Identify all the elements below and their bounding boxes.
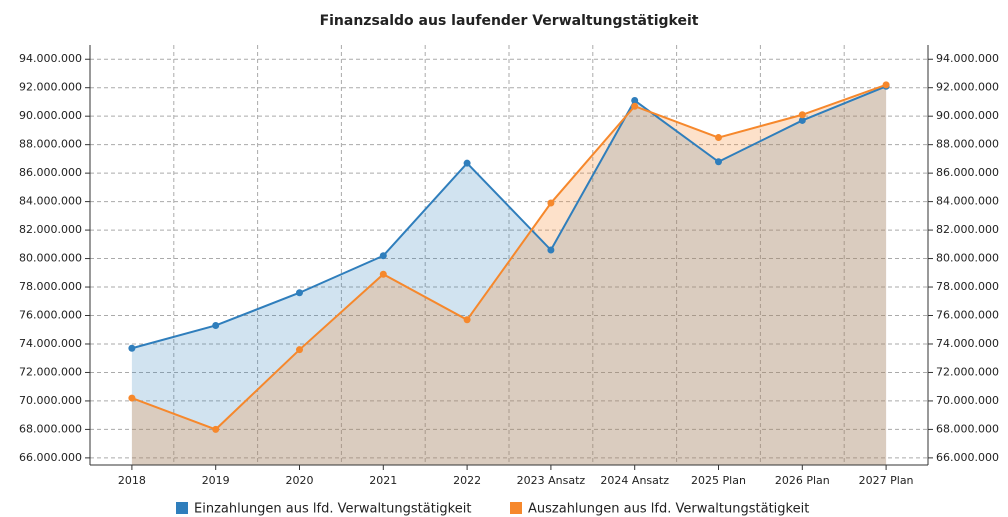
- y2-tick-label: 66.000.000: [936, 451, 999, 464]
- data-point: [798, 111, 806, 119]
- x-tick-label: 2026 Plan: [775, 474, 830, 487]
- data-point: [379, 252, 387, 260]
- data-point: [128, 344, 136, 352]
- data-point: [463, 159, 471, 167]
- series-area: [131, 84, 887, 465]
- data-point: [631, 102, 639, 110]
- data-point: [631, 97, 639, 105]
- x-tick-label: 2023 Ansatz: [517, 474, 586, 487]
- data-point: [463, 316, 471, 324]
- legend-label: Einzahlungen aus lfd. Verwaltungstätigke…: [194, 502, 471, 517]
- legend-label: Auszahlungen aus lfd. Verwaltungstätigke…: [528, 502, 809, 517]
- y-tick-label: 92.000.000: [19, 81, 82, 94]
- y2-tick-label: 80.000.000: [936, 252, 999, 265]
- y2-tick-label: 92.000.000: [936, 81, 999, 94]
- x-tick-label: 2025 Plan: [691, 474, 746, 487]
- data-point: [547, 199, 555, 207]
- data-point: [128, 394, 136, 402]
- x-tick-label: 2020: [286, 474, 314, 487]
- data-point: [882, 81, 890, 89]
- y2-tick-label: 70.000.000: [936, 394, 999, 407]
- data-point: [296, 346, 303, 354]
- y-tick-label: 78.000.000: [19, 280, 82, 293]
- y-tick-label: 80.000.000: [19, 252, 82, 265]
- y2-tick-label: 68.000.000: [936, 422, 999, 435]
- x-tick-label: 2024 Ansatz: [600, 474, 669, 487]
- data-point: [379, 270, 387, 278]
- y-tick-label: 68.000.000: [19, 422, 82, 435]
- y2-tick-label: 72.000.000: [936, 365, 999, 378]
- y-tick-label: 82.000.000: [19, 223, 82, 236]
- y2-tick-label: 94.000.000: [936, 52, 999, 65]
- y2-tick-label: 78.000.000: [936, 280, 999, 293]
- data-point: [547, 246, 555, 254]
- y-tick-label: 86.000.000: [19, 166, 82, 179]
- data-point: [715, 158, 722, 166]
- y-tick-label: 66.000.000: [19, 451, 82, 464]
- y-tick-label: 70.000.000: [19, 394, 82, 407]
- data-point: [212, 425, 220, 433]
- y-tick-label: 76.000.000: [19, 309, 82, 322]
- y2-tick-label: 90.000.000: [936, 109, 999, 122]
- chart-title: Finanzsaldo aus laufender Verwaltungstät…: [320, 13, 699, 29]
- y2-tick-label: 88.000.000: [936, 138, 999, 151]
- legend-swatch: [176, 502, 188, 514]
- y2-tick-label: 84.000.000: [936, 195, 999, 208]
- data-point: [798, 116, 806, 124]
- legend-swatch: [510, 502, 522, 514]
- y-tick-label: 74.000.000: [19, 337, 82, 350]
- series-area: [131, 86, 887, 465]
- x-tick-label: 2027 Plan: [859, 474, 914, 487]
- y2-tick-label: 86.000.000: [936, 166, 999, 179]
- y2-tick-label: 74.000.000: [936, 337, 999, 350]
- data-point: [212, 321, 220, 329]
- y-tick-label: 84.000.000: [19, 195, 82, 208]
- x-tick-label: 2019: [202, 474, 230, 487]
- y-tick-label: 72.000.000: [19, 365, 82, 378]
- data-point: [715, 134, 722, 142]
- x-tick-label: 2021: [369, 474, 397, 487]
- x-tick-label: 2022: [453, 474, 481, 487]
- y2-tick-label: 76.000.000: [936, 309, 999, 322]
- y-tick-label: 94.000.000: [19, 52, 82, 65]
- x-tick-label: 2018: [118, 474, 146, 487]
- series-line: [131, 83, 887, 431]
- y-tick-label: 90.000.000: [19, 109, 82, 122]
- y2-tick-label: 82.000.000: [936, 223, 999, 236]
- data-point: [296, 289, 303, 297]
- series-line: [131, 85, 887, 350]
- y-tick-label: 88.000.000: [19, 138, 82, 151]
